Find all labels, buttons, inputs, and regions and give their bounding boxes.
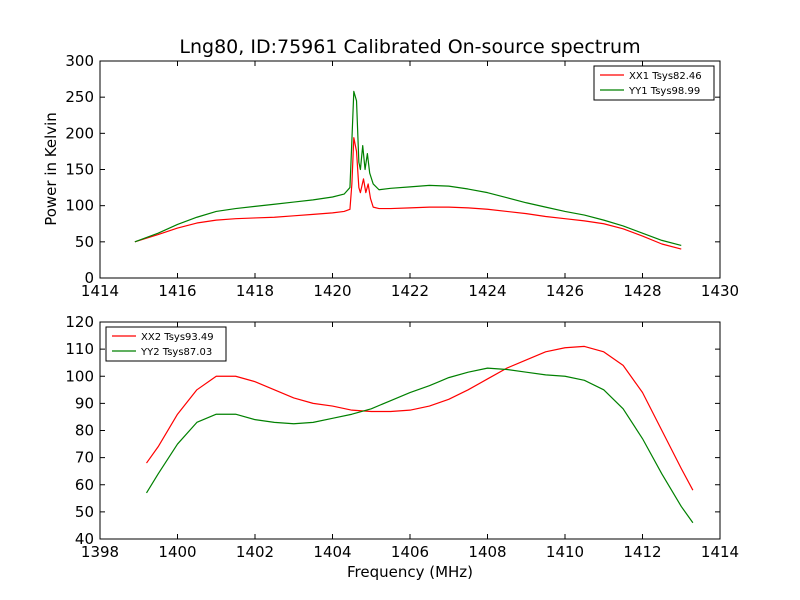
top-spectrum-panel: 1414 1416 1418 1420 1422 1424 1426 1428 1430 0 50 1… [65, 52, 739, 300]
top-y-tick-label: 200 [65, 124, 94, 142]
bottom-x-tick-label: 1410 [546, 543, 584, 561]
bottom-series-line-2 [145, 367, 694, 524]
bottom-x-tick-label: 1402 [236, 543, 274, 561]
bottom-x-tick-label: 1414 [701, 543, 739, 561]
y-axis-label: Power in Kelvin [42, 112, 60, 226]
top-y-tick-label: 300 [65, 52, 94, 70]
bottom-y-tick-label: 100 [65, 367, 94, 385]
bottom-x-tick-label: 1408 [468, 543, 506, 561]
top-x-tick-label: 1430 [701, 282, 739, 300]
bottom-y-tick-label: 40 [75, 530, 94, 548]
bottom-y-tick-label: 120 [65, 313, 94, 331]
bottom-x-tick-label: 1398 [81, 543, 119, 561]
top-legend-box [593, 65, 715, 101]
top-legend: XX1 Tsys82.46 YY1 Tsys98.99 [593, 65, 715, 101]
top-x-tick-label: 1426 [546, 282, 584, 300]
bottom-x-tick-label: 1412 [623, 543, 661, 561]
top-x-tick-label: 1418 [236, 282, 274, 300]
top-x-tick-label: 1414 [81, 282, 119, 300]
bottom-legend-label-1: XX2 Tsys93.49 [141, 332, 214, 343]
top-y-tick-label: 100 [65, 197, 94, 215]
bottom-y-tick-label: 60 [75, 476, 94, 494]
bottom-x-tick-label: 1404 [313, 543, 351, 561]
bottom-y-tick-label: 110 [65, 340, 94, 358]
bottom-y-tick-label: 70 [75, 449, 94, 467]
top-x-tick-label: 1416 [158, 282, 196, 300]
top-x-tick-label: 1428 [623, 282, 661, 300]
bottom-x-tick-label: 1400 [158, 543, 196, 561]
figure-title: Lng80, ID:75961 Calibrated On-source spe… [179, 36, 640, 58]
bottom-x-tick-label: 1406 [391, 543, 429, 561]
top-y-tick-label: 150 [65, 161, 94, 179]
top-y-tick-label: 50 [75, 233, 94, 251]
top-y-tick-label: 250 [65, 88, 94, 106]
top-legend-label-2: YY1 Tsys98.99 [628, 86, 700, 97]
bottom-legend-label-2: YY2 Tsys87.03 [140, 347, 212, 358]
bottom-y-tick-label: 50 [75, 503, 94, 521]
bottom-series-line-1 [146, 345, 694, 491]
top-x-tick-label: 1420 [313, 282, 351, 300]
bottom-legend: XX2 Tsys93.49 YY2 Tsys87.03 [105, 326, 227, 362]
top-series-line-2 [134, 90, 682, 247]
bottom-spectrum-panel: 1398 1400 1402 1404 1406 1408 1410 1412 1414 40 50… [65, 313, 739, 561]
bottom-legend-box [105, 326, 227, 362]
x-axis-label: Frequency (MHz) [347, 563, 473, 581]
top-legend-label-1: XX1 Tsys82.46 [629, 71, 702, 82]
bottom-y-tick-label: 80 [75, 422, 94, 440]
top-x-tick-label: 1424 [468, 282, 506, 300]
bottom-y-tick-label: 90 [75, 394, 94, 412]
top-series-line-1 [134, 137, 682, 250]
top-x-tick-label: 1422 [391, 282, 429, 300]
top-y-tick-label: 0 [84, 269, 94, 287]
